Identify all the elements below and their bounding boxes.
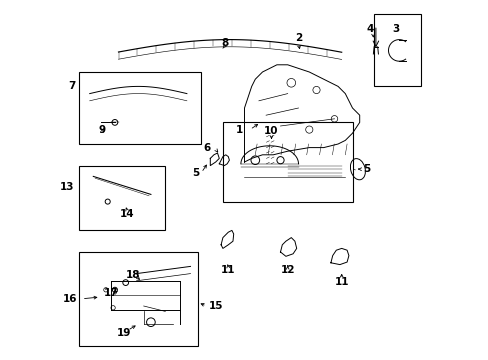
Text: 11: 11 [334, 276, 348, 287]
Text: 15: 15 [208, 301, 223, 311]
Text: 16: 16 [62, 294, 77, 304]
Text: 19: 19 [117, 328, 131, 338]
Text: 13: 13 [60, 182, 75, 192]
Text: 5: 5 [192, 168, 199, 178]
Text: 3: 3 [391, 24, 399, 34]
Text: 6: 6 [203, 143, 210, 153]
Text: 4: 4 [366, 24, 373, 34]
Text: 7: 7 [68, 81, 75, 91]
Text: 9: 9 [99, 125, 105, 135]
Text: 5: 5 [363, 164, 370, 174]
Bar [79, 252, 197, 346]
Text: 17: 17 [104, 288, 119, 298]
Text: 12: 12 [280, 265, 294, 275]
Bar [79, 166, 165, 230]
Bar [79, 72, 201, 144]
Text: 18: 18 [125, 270, 140, 280]
Text: 2: 2 [294, 33, 302, 43]
Text: 14: 14 [120, 209, 135, 219]
Bar [373, 14, 420, 86]
Text: 11: 11 [221, 265, 235, 275]
Bar [223, 122, 352, 202]
Text: 1: 1 [236, 125, 243, 135]
Text: 8: 8 [221, 38, 228, 48]
Text: 10: 10 [264, 126, 278, 136]
